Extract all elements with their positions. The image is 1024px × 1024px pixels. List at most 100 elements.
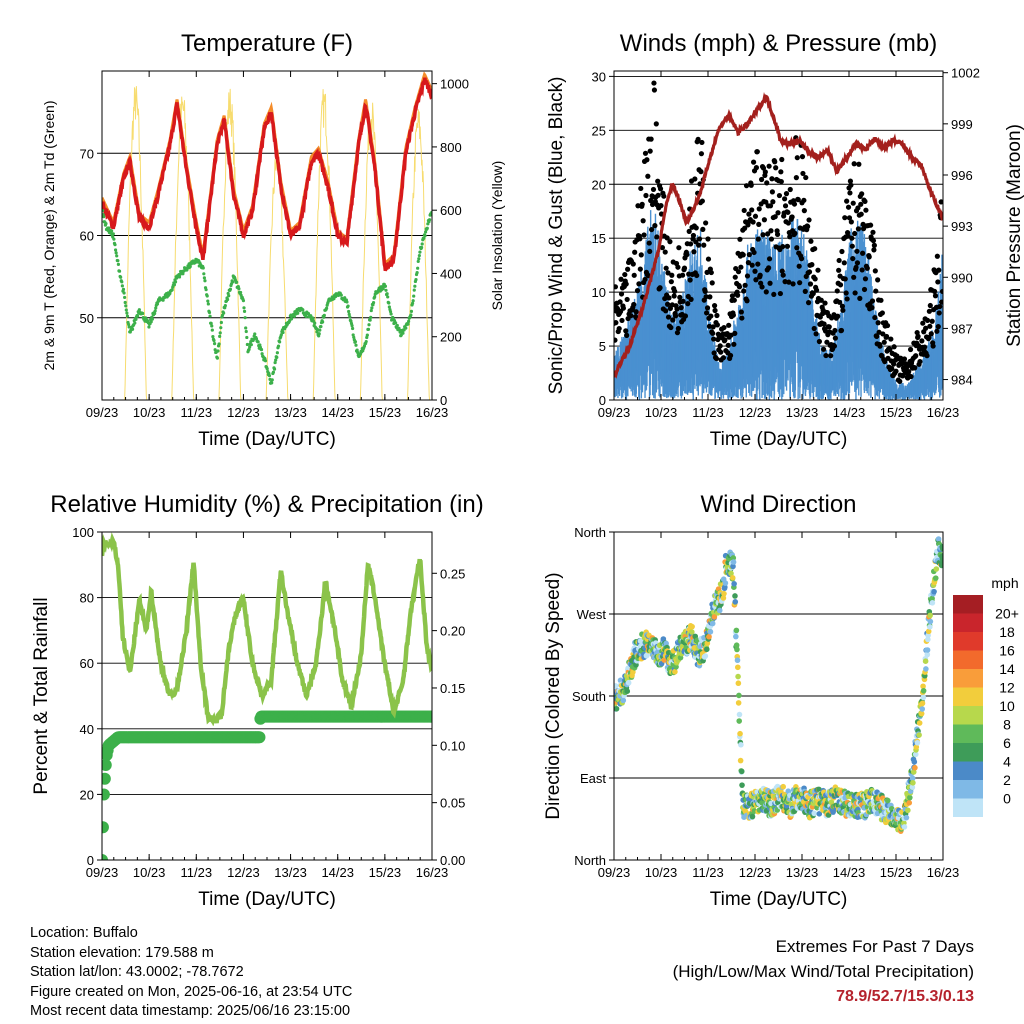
x-axis-label: Time (Day/UTC) (198, 429, 336, 450)
gust-point (651, 80, 657, 86)
y2-tick-label: 0.25 (440, 566, 465, 581)
dewpoint-point (289, 317, 294, 321)
y2-tick-label: 200 (440, 330, 462, 345)
gust-point (852, 230, 858, 237)
dewpoint-point (204, 288, 208, 292)
direction-point (733, 627, 740, 634)
gust-point (869, 305, 875, 311)
gust-point (897, 378, 903, 384)
gust-point (726, 322, 732, 328)
gust-point (787, 186, 793, 193)
direction-point (920, 687, 927, 694)
direction-point (909, 784, 916, 790)
gust-point (703, 220, 709, 226)
wind-direction-panel: 09/23 10/23 11/23 12/23 13/23 14/23 15/23 16/23… (543, 491, 959, 910)
gust-point (688, 296, 694, 302)
gust-point (924, 353, 930, 359)
gust-point (720, 355, 727, 361)
gust-point (851, 274, 857, 280)
gust-point (741, 207, 747, 214)
dewpoint-point (279, 333, 283, 337)
direction-point (661, 657, 667, 663)
gust-point (664, 235, 670, 241)
gust-point (709, 280, 715, 286)
rh-line (102, 532, 432, 727)
y2-tick-label: 999 (951, 117, 973, 132)
gust-point (746, 211, 752, 217)
gust-point (868, 222, 874, 228)
gust-point (805, 223, 811, 230)
gust-point (753, 277, 759, 283)
temp-2m-line (102, 77, 432, 272)
gust-point (872, 268, 878, 274)
dewpoint-point (173, 280, 178, 284)
direction-point (738, 768, 745, 775)
direction-point (702, 653, 709, 659)
y2-axis-label: Station Pressure (Maroon) (1004, 124, 1024, 347)
dewpoint-point (413, 284, 417, 288)
gust-point (813, 331, 819, 337)
gust-point (755, 261, 761, 267)
direction-point (736, 718, 743, 724)
extremes-value: 78.9/52.7/15.3/0.13 (836, 988, 974, 1005)
dewpoint-point (107, 226, 111, 230)
gust-point (779, 156, 785, 163)
dewpoint-point (121, 287, 126, 291)
plot-area (102, 532, 432, 860)
gust-point (744, 298, 750, 304)
created-text: Figure created on Mon, 2025-06-16, at 23… (30, 983, 353, 1000)
dewpoint-point (211, 334, 215, 339)
direction-point (910, 780, 916, 786)
dewpoint-point (202, 276, 206, 280)
gust-point (856, 161, 862, 167)
dewpoint-point (242, 309, 247, 313)
gust-point (795, 197, 801, 203)
dewpoint-point (270, 381, 274, 385)
gust-point (658, 203, 664, 209)
dewpoint-point (313, 321, 317, 325)
dewpoint-point (272, 367, 277, 371)
plot-area (614, 80, 943, 400)
direction-point (735, 673, 741, 680)
temperature-panel: 09/23 10/23 11/23 12/23 13/23 14/23 15/23 16/23… (41, 30, 505, 450)
dewpoint-point (394, 321, 398, 325)
colorbar-swatch (953, 632, 983, 651)
direction-point (721, 590, 727, 597)
gust-point (862, 198, 868, 205)
dewpoint-point (210, 328, 214, 332)
dewpoint-point (371, 301, 376, 305)
gust-point (643, 192, 649, 199)
gust-point (756, 221, 762, 227)
gust-point (645, 173, 651, 179)
dewpoint-point (304, 314, 308, 319)
x-tick-label: 09/23 (598, 865, 631, 880)
y2-tick-label: 984 (951, 373, 973, 388)
dewpoint-point (172, 283, 177, 287)
gust-point (657, 285, 663, 291)
humidity-precip-panel: 09/23 10/23 11/23 12/23 13/23 14/23 15/23 16/23… (31, 491, 484, 910)
dewpoint-point (243, 316, 247, 320)
gust-point (648, 136, 654, 142)
gust-point (821, 321, 827, 327)
dewpoint-point (124, 304, 128, 308)
gust-point (906, 369, 912, 375)
precip-point (102, 854, 108, 860)
dewpoint-point (215, 356, 220, 360)
gust-point (853, 264, 859, 271)
x-tick-label: 16/23 (927, 865, 960, 880)
dewpoint-point (369, 315, 373, 319)
direction-point (903, 814, 910, 821)
gust-point (624, 296, 630, 303)
gust-point (730, 312, 736, 318)
dewpoint-point (241, 298, 246, 303)
dewpoint-point (218, 331, 222, 335)
gust-point (848, 219, 854, 225)
dewpoint-point (260, 352, 264, 356)
x-tick-label: 16/23 (416, 865, 449, 880)
dewpoint-point (351, 326, 355, 331)
direction-point (614, 683, 619, 689)
gust-point (845, 204, 852, 210)
gust-point (618, 291, 625, 297)
y-tick-label: 25 (592, 123, 606, 138)
direction-point (728, 570, 734, 577)
